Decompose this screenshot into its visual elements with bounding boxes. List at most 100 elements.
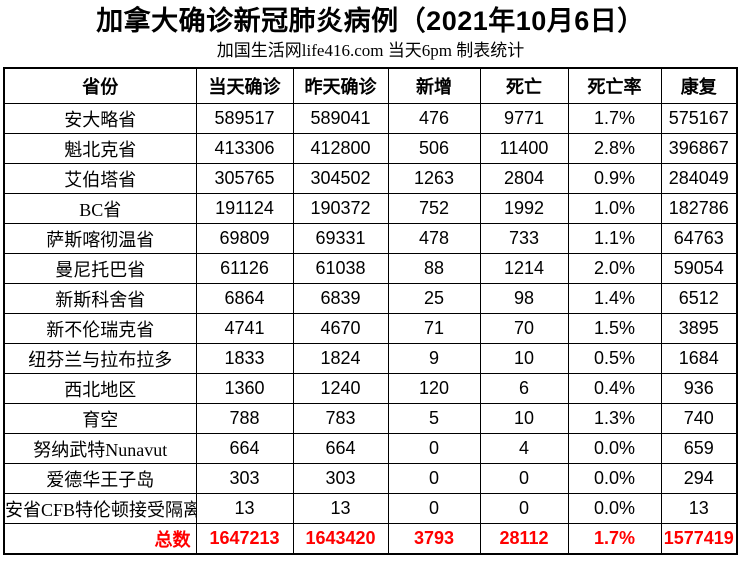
province-name-cell: 魁北克省 — [3, 133, 197, 164]
value-cell: 589517 — [195, 103, 294, 134]
value-cell: 2.0% — [567, 253, 662, 284]
province-name-cell: 努纳武特Nunavut — [3, 433, 197, 464]
value-cell: 1240 — [292, 373, 389, 404]
table-row: 爱德华王子岛 303 303 0 0 0.0% 294 — [3, 463, 738, 494]
table-header: 省份 当天确诊 昨天确诊 新增 死亡 死亡率 康复 — [3, 67, 738, 104]
value-cell: 1.3% — [567, 403, 662, 434]
total-yesterday-confirmed: 1643420 — [292, 523, 389, 555]
value-cell: 98 — [479, 283, 569, 314]
value-cell: 1214 — [479, 253, 569, 284]
value-cell: 59054 — [660, 253, 738, 284]
value-cell: 120 — [387, 373, 481, 404]
value-cell: 659 — [660, 433, 738, 464]
province-name-cell: 西北地区 — [3, 373, 197, 404]
value-cell: 61126 — [195, 253, 294, 284]
value-cell: 69331 — [292, 223, 389, 254]
value-cell: 2804 — [479, 163, 569, 194]
value-cell: 664 — [292, 433, 389, 464]
table-row: 育空 788 783 5 10 1.3% 740 — [3, 403, 738, 434]
province-name-cell: 安大略省 — [3, 103, 197, 134]
total-today-confirmed: 1647213 — [195, 523, 294, 555]
value-cell: 0.9% — [567, 163, 662, 194]
value-cell: 1.0% — [567, 193, 662, 224]
value-cell: 0 — [387, 433, 481, 464]
value-cell: 936 — [660, 373, 738, 404]
province-name-cell: 萨斯喀彻温省 — [3, 223, 197, 254]
value-cell: 13 — [660, 493, 738, 524]
province-name-cell: 新斯科舍省 — [3, 283, 197, 314]
value-cell: 294 — [660, 463, 738, 494]
value-cell: 0 — [387, 463, 481, 494]
value-cell: 71 — [387, 313, 481, 344]
table-row: 安省CFB特伦顿接受隔离 13 13 0 0 0.0% 13 — [3, 493, 738, 524]
value-cell: 788 — [195, 403, 294, 434]
value-cell: 5 — [387, 403, 481, 434]
value-cell: 4 — [479, 433, 569, 464]
value-cell: 25 — [387, 283, 481, 314]
table-row: 新斯科舍省 6864 6839 25 98 1.4% 6512 — [3, 283, 738, 314]
province-name-cell: 安省CFB特伦顿接受隔离 — [3, 493, 197, 524]
column-header-today-confirmed: 当天确诊 — [195, 67, 294, 104]
value-cell: 191124 — [195, 193, 294, 224]
value-cell: 1263 — [387, 163, 481, 194]
province-name-cell: 育空 — [3, 403, 197, 434]
value-cell: 303 — [195, 463, 294, 494]
value-cell: 1833 — [195, 343, 294, 374]
value-cell: 0.0% — [567, 433, 662, 464]
value-cell: 589041 — [292, 103, 389, 134]
province-name-cell: 爱德华王子岛 — [3, 463, 197, 494]
table-row: 萨斯喀彻温省 69809 69331 478 733 1.1% 64763 — [3, 223, 738, 254]
table-row: 魁北克省 413306 412800 506 11400 2.8% 396867 — [3, 133, 738, 164]
table-row: 安大略省 589517 589041 476 9771 1.7% 575167 — [3, 103, 738, 134]
table-footer: 总数 1647213 1643420 3793 28112 1.7% 15774… — [3, 523, 738, 555]
header-row: 省份 当天确诊 昨天确诊 新增 死亡 死亡率 康复 — [3, 67, 738, 104]
total-recovered: 1577419 — [660, 523, 738, 555]
value-cell: 0.0% — [567, 463, 662, 494]
column-header-death-rate: 死亡率 — [567, 67, 662, 104]
value-cell: 0 — [479, 493, 569, 524]
value-cell: 1.7% — [567, 103, 662, 134]
page-subtitle: 加国生活网life416.com 当天6pm 制表统计 — [216, 41, 525, 60]
total-new-cases: 3793 — [387, 523, 481, 555]
value-cell: 70 — [479, 313, 569, 344]
covid-stats-table: 省份 当天确诊 昨天确诊 新增 死亡 死亡率 康复 安大略省 589517 5890… — [3, 67, 738, 555]
value-cell: 0.5% — [567, 343, 662, 374]
province-name-cell: 艾伯塔省 — [3, 163, 197, 194]
table-row: 艾伯塔省 305765 304502 1263 2804 0.9% 284049 — [3, 163, 738, 194]
value-cell: 733 — [479, 223, 569, 254]
value-cell: 1824 — [292, 343, 389, 374]
province-name-cell: 纽芬兰与拉布拉多 — [3, 343, 197, 374]
value-cell: 9 — [387, 343, 481, 374]
value-cell: 783 — [292, 403, 389, 434]
value-cell: 4741 — [195, 313, 294, 344]
province-name-cell: 曼尼托巴省 — [3, 253, 197, 284]
value-cell: 0 — [479, 463, 569, 494]
value-cell: 478 — [387, 223, 481, 254]
value-cell: 6 — [479, 373, 569, 404]
value-cell: 664 — [195, 433, 294, 464]
value-cell: 303 — [292, 463, 389, 494]
value-cell: 4670 — [292, 313, 389, 344]
value-cell: 6839 — [292, 283, 389, 314]
value-cell: 9771 — [479, 103, 569, 134]
value-cell: 752 — [387, 193, 481, 224]
column-header-province: 省份 — [3, 67, 197, 104]
value-cell: 61038 — [292, 253, 389, 284]
value-cell: 69809 — [195, 223, 294, 254]
value-cell: 6864 — [195, 283, 294, 314]
province-name-cell: BC省 — [3, 193, 197, 224]
table-body: 安大略省 589517 589041 476 9771 1.7% 575167 魁北克省 413… — [3, 103, 738, 524]
value-cell: 0.0% — [567, 493, 662, 524]
value-cell: 88 — [387, 253, 481, 284]
value-cell: 1.4% — [567, 283, 662, 314]
table-row: BC省 191124 190372 752 1992 1.0% 182786 — [3, 193, 738, 224]
value-cell: 305765 — [195, 163, 294, 194]
value-cell: 2.8% — [567, 133, 662, 164]
value-cell: 506 — [387, 133, 481, 164]
value-cell: 284049 — [660, 163, 738, 194]
table-row: 西北地区 1360 1240 120 6 0.4% 936 — [3, 373, 738, 404]
value-cell: 3895 — [660, 313, 738, 344]
column-header-yesterday-confirmed: 昨天确诊 — [292, 67, 389, 104]
value-cell: 190372 — [292, 193, 389, 224]
value-cell: 0.4% — [567, 373, 662, 404]
